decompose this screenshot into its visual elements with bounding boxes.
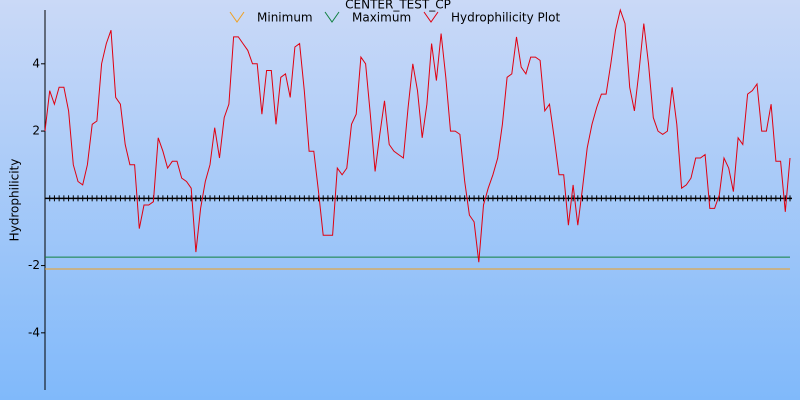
legend-icon xyxy=(324,11,340,23)
y-axis-label: Hydrophilicity xyxy=(8,159,22,242)
legend-label: Minimum xyxy=(257,11,313,25)
legend-label: Maximum xyxy=(352,11,411,25)
legend-icon xyxy=(423,11,439,23)
legend-icon xyxy=(229,11,245,23)
legend-label: Hydrophilicity Plot xyxy=(451,11,560,25)
y-tick-label: -4 xyxy=(28,325,40,339)
y-tick-label: -2 xyxy=(28,258,40,272)
chart-title: CENTER_TEST_CP xyxy=(345,0,451,12)
data-line xyxy=(44,8,791,263)
y-tick-label: 2 xyxy=(32,124,40,138)
y-tick-label: 4 xyxy=(32,56,40,70)
